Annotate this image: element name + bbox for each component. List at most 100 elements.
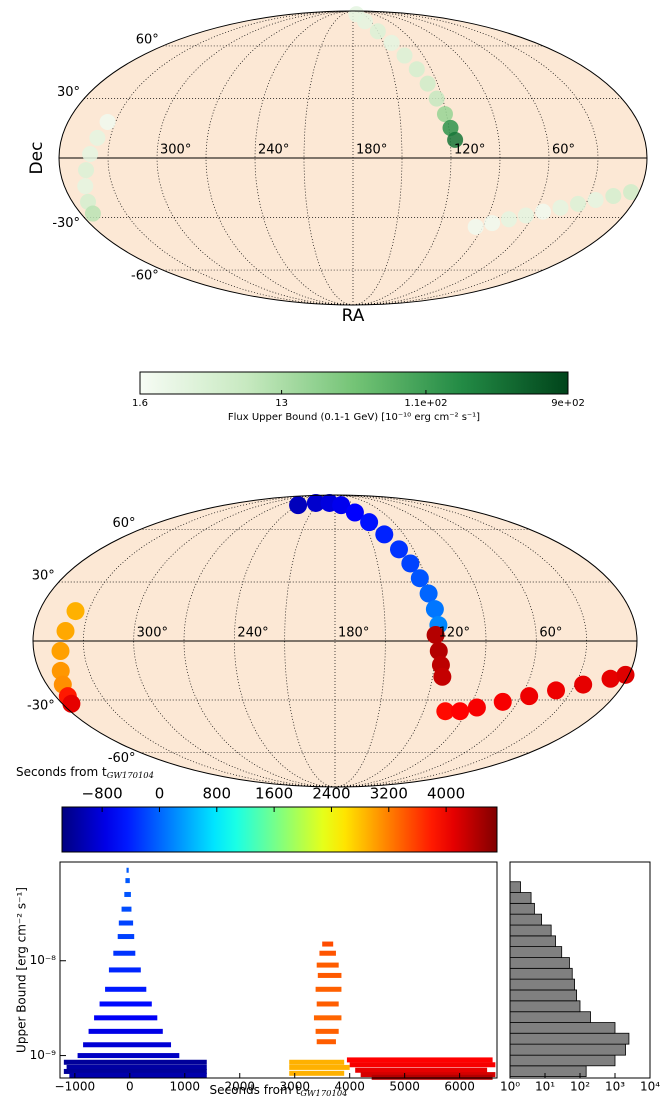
meridian bbox=[334, 494, 487, 788]
upper-bound-segment bbox=[319, 950, 336, 956]
upper-bound-segment bbox=[117, 934, 135, 940]
histogram-bar bbox=[509, 902, 535, 915]
x-tick-label: 0 bbox=[126, 1080, 134, 1094]
colorbar-tick-label: 2400 bbox=[312, 785, 350, 803]
lon-tick-label: 240° bbox=[258, 143, 289, 158]
colorbar-label-subscript: GW170104 bbox=[107, 770, 154, 780]
sky-point bbox=[616, 665, 635, 684]
x-tick-label: 10¹ bbox=[535, 1080, 555, 1094]
upper-bound-segment bbox=[105, 986, 147, 992]
upper-bound-segment bbox=[118, 920, 134, 926]
upper-bound-segment bbox=[108, 967, 141, 973]
sky-point bbox=[360, 513, 379, 532]
upper-bound-segment bbox=[315, 986, 342, 992]
lon-tick-label: 60° bbox=[539, 626, 562, 641]
upper-bound-segment bbox=[77, 1053, 180, 1059]
plot-frame bbox=[59, 861, 498, 1079]
colorbar-label: Seconds from tGW170104 bbox=[16, 765, 154, 780]
upper-bound-segment bbox=[371, 1074, 493, 1080]
histogram-bar bbox=[509, 892, 532, 904]
upper-bound-segment bbox=[113, 950, 136, 956]
x-tick-label: 3000 bbox=[279, 1080, 310, 1094]
x-tick-label: −1000 bbox=[55, 1080, 96, 1094]
upper-bound-segment bbox=[83, 1042, 172, 1048]
lon-tick-label: 120° bbox=[439, 626, 470, 641]
sky-point bbox=[56, 621, 75, 640]
sky-point bbox=[383, 34, 400, 51]
sky-point bbox=[493, 692, 512, 711]
sky-point bbox=[375, 525, 394, 544]
colorbar-tick-label: 4000 bbox=[427, 785, 465, 803]
sky-point bbox=[419, 584, 438, 603]
x-axis-label-subscript: GW170104 bbox=[300, 1088, 347, 1097]
lon-tick-label: 300° bbox=[160, 143, 191, 158]
colorbar-tick-label: 1.6 bbox=[132, 398, 148, 409]
upper-bound-segment bbox=[124, 891, 131, 897]
sky-point bbox=[552, 199, 569, 216]
sky-point bbox=[62, 694, 81, 713]
colorbar-label: Flux Upper Bound (0.1-1 GeV) [10⁻¹⁰ erg … bbox=[228, 412, 480, 423]
lon-tick-label: 240° bbox=[237, 626, 268, 641]
histogram-bar bbox=[509, 1043, 626, 1056]
colorbar-tick-label: 1600 bbox=[255, 785, 293, 803]
lat-tick-label: -60° bbox=[108, 751, 136, 766]
sky-point bbox=[517, 207, 534, 224]
lon-tick-label: 120° bbox=[454, 143, 485, 158]
colorbar-tick-label: 9e+02 bbox=[551, 398, 585, 409]
upper-bound-segment bbox=[121, 906, 132, 912]
sky-point bbox=[447, 131, 464, 148]
sky-point bbox=[425, 600, 444, 619]
histogram-bar bbox=[509, 1011, 591, 1023]
sky-point bbox=[419, 75, 436, 92]
upper-bound-segment bbox=[289, 1064, 350, 1070]
y-axis-label: Upper Bound [erg cm⁻² s⁻¹] bbox=[15, 887, 29, 1053]
histogram-bar bbox=[509, 989, 578, 1002]
upper-bound-segment bbox=[94, 1015, 158, 1021]
colorbar-tick-label: −800 bbox=[82, 785, 123, 803]
upper-bound-segment bbox=[99, 1001, 152, 1007]
sky-point bbox=[51, 642, 70, 661]
x-tick-label: 6000 bbox=[444, 1080, 475, 1094]
sky-point bbox=[51, 661, 70, 680]
sky-point bbox=[78, 162, 95, 179]
sky-point bbox=[77, 178, 94, 195]
sky-point bbox=[429, 642, 448, 661]
sky-point bbox=[89, 129, 106, 146]
sky-point bbox=[484, 215, 501, 232]
sky-point bbox=[84, 205, 101, 222]
upper-bound-segment bbox=[63, 1068, 207, 1074]
sky-point bbox=[369, 23, 386, 40]
upper-bound-segment bbox=[322, 941, 334, 947]
histogram-bar bbox=[509, 1000, 581, 1013]
upper-bound-segment bbox=[63, 1059, 207, 1065]
lat-tick-label: -30° bbox=[52, 216, 80, 231]
y-tick-label: 10⁻⁹ bbox=[30, 1048, 57, 1062]
x-tick-label: 4000 bbox=[334, 1080, 365, 1094]
sky-point bbox=[306, 493, 325, 512]
x-tick-label: 5000 bbox=[389, 1080, 420, 1094]
lat-tick-label: 30° bbox=[57, 85, 80, 100]
upper-bound-segment bbox=[316, 1001, 339, 1007]
upper-bound-segment bbox=[346, 1057, 493, 1063]
sky-point bbox=[332, 496, 351, 515]
sky-point bbox=[345, 503, 364, 522]
upper-bound-segment bbox=[349, 1062, 496, 1068]
upper-bound-segment bbox=[126, 867, 129, 873]
sky-point bbox=[389, 540, 408, 559]
sky-point bbox=[570, 195, 587, 212]
upper-bound-segment bbox=[360, 1072, 496, 1078]
sky-point bbox=[289, 496, 308, 515]
sky-point bbox=[520, 687, 539, 706]
sky-point bbox=[426, 625, 445, 644]
sky-point bbox=[99, 113, 116, 130]
colorbar bbox=[61, 806, 498, 853]
colorbar-tick-label: 1.1e+02 bbox=[404, 398, 447, 409]
x-tick-label: 2000 bbox=[224, 1080, 255, 1094]
x-tick-label: 10⁰ bbox=[500, 1080, 520, 1094]
upper-bound-segment bbox=[69, 1072, 207, 1078]
histogram-bar bbox=[509, 1032, 630, 1045]
histogram-bar bbox=[509, 967, 573, 980]
upper-bound-segment bbox=[316, 962, 339, 968]
sky-point bbox=[433, 667, 452, 686]
